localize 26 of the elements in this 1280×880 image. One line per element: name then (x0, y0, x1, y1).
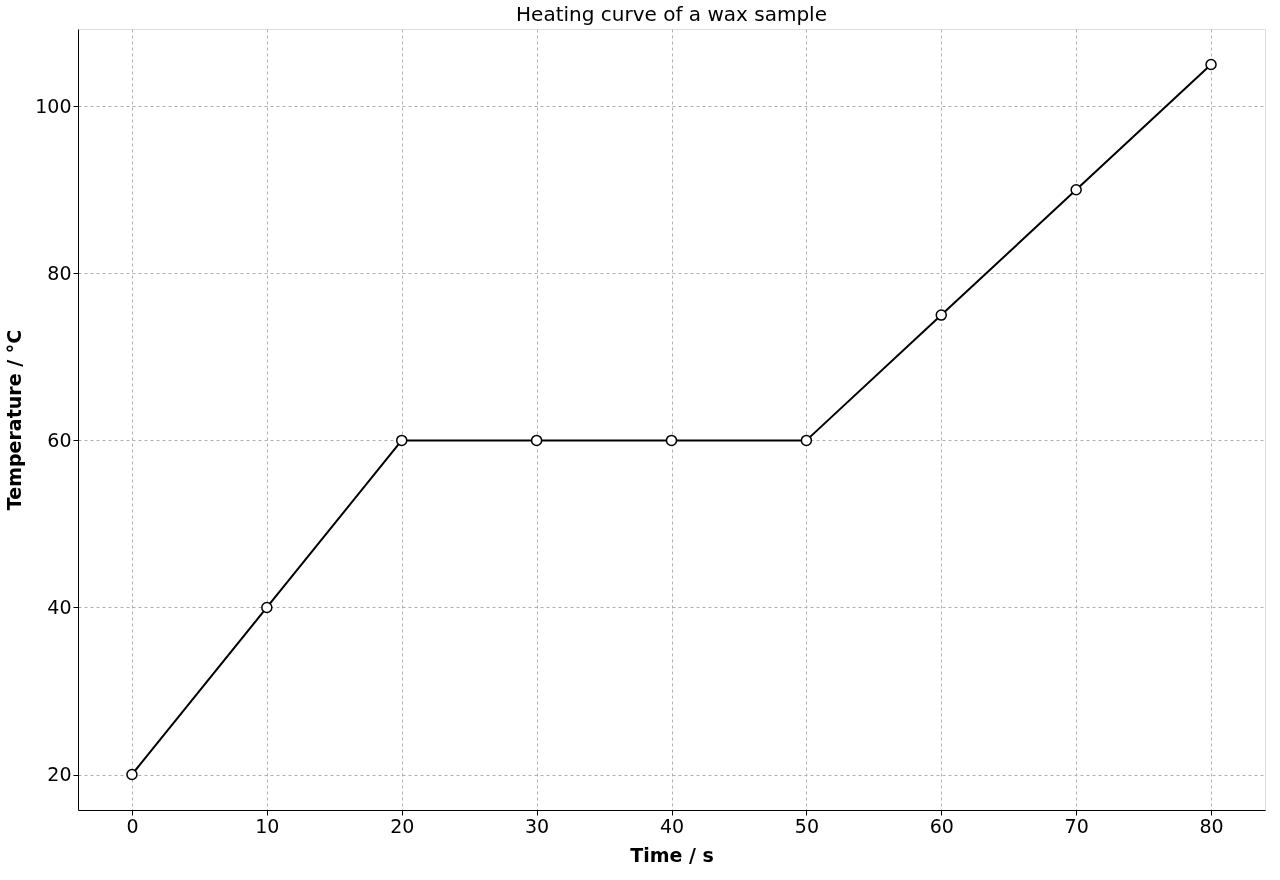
point (530, 434, 543, 447)
point (395, 434, 408, 447)
point (126, 768, 138, 781)
point (1205, 58, 1217, 71)
y-tick-label: 60 (47, 428, 72, 451)
point (261, 601, 273, 614)
y-tick-label: 20 (47, 763, 72, 785)
point (1070, 184, 1082, 196)
point (935, 309, 948, 321)
x-tick-label: 20 (390, 814, 415, 837)
y-axis-title: Temperature / °C (3, 329, 26, 511)
y-tick-label: 80 (47, 261, 72, 284)
x-tick-label: 60 (929, 814, 954, 837)
x-axis-title: Time / s (630, 843, 714, 866)
x-tick-label: 30 (525, 814, 550, 837)
y-tick-label: 40 (47, 595, 72, 618)
x-tick-label: 80 (1199, 814, 1224, 837)
x-tick-label: 10 (255, 814, 280, 837)
x-tick-label: 70 (1064, 814, 1089, 837)
x-tick-label: 0 (126, 814, 139, 837)
y-tick-label: 100 (35, 94, 72, 117)
x-tick-label: 50 (794, 814, 819, 837)
x-tick-label: 40 (659, 814, 685, 837)
point (665, 434, 678, 447)
chart-title: Heating curve of a wax sample (516, 2, 827, 26)
point (800, 434, 813, 447)
